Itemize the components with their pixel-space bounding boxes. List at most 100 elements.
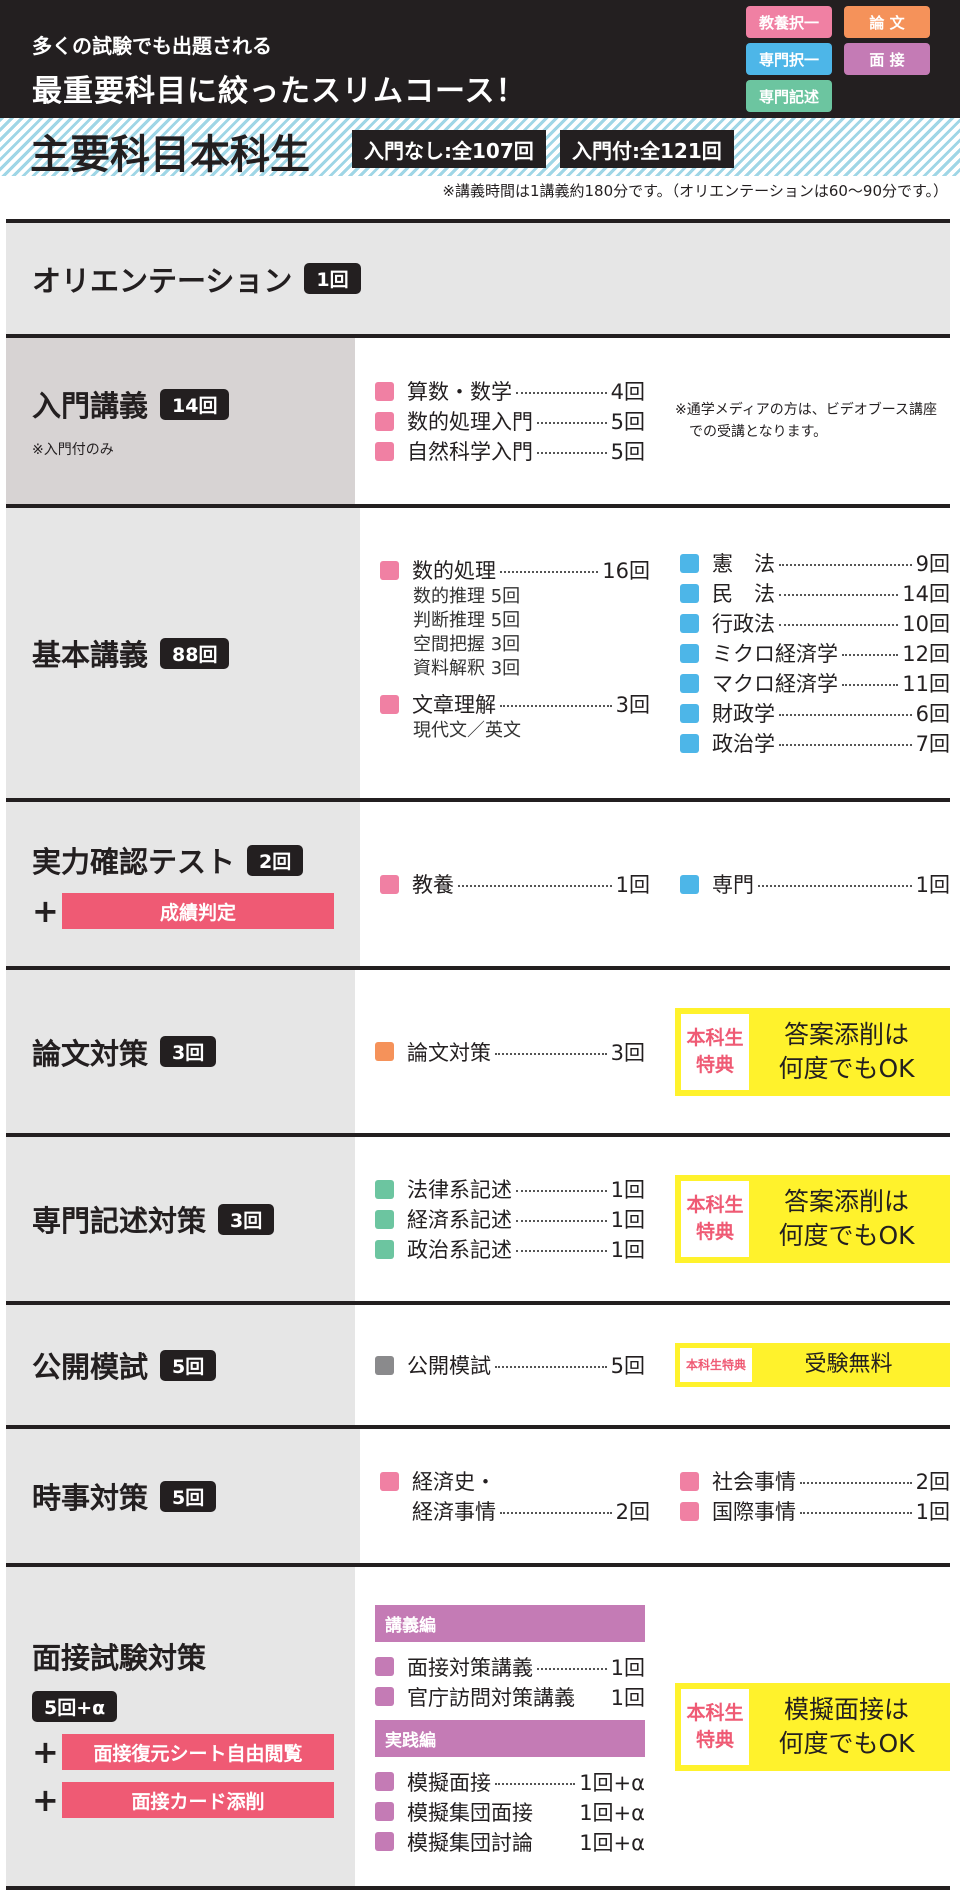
session-count: 3回	[615, 693, 650, 717]
dotted-leader	[500, 571, 599, 573]
session-count: 11回	[902, 672, 950, 696]
dotted-leader	[537, 422, 607, 424]
subject-item: 経済史・	[380, 1466, 650, 1496]
subject-item: 文章理解 3回	[380, 689, 650, 719]
subject-column: 社会事情 2回 国際事情 1回	[680, 1466, 950, 1526]
bonus-tag: 本科生特典	[681, 1688, 749, 1765]
subject-item: 行政法 10回	[680, 608, 950, 638]
subject-item: 官庁訪問対策講義 1回	[375, 1682, 645, 1712]
bonus-tag-text: 特典	[695, 1728, 734, 1751]
bonus-text: 模擬面接は何度でもOK	[749, 1689, 944, 1765]
subject-name: 民 法	[712, 582, 775, 606]
subject-name: 財政学	[712, 702, 775, 726]
section-title: 面接試験対策	[32, 1635, 355, 1677]
section-header: 論文対策 3回	[6, 970, 355, 1133]
subject-name: 国際事情	[712, 1500, 796, 1524]
dotted-leader	[758, 885, 912, 887]
square-bullet-icon	[375, 411, 394, 431]
dotted-leader	[495, 1366, 607, 1368]
group-header: 講義編	[375, 1604, 645, 1642]
extra-benefit: + 面接復元シート自由閲覧	[32, 1734, 355, 1770]
bonus-tag-text: 本科生	[686, 1701, 744, 1724]
section-title: 実力確認テスト 2回	[32, 839, 360, 881]
bonus-tag-text: 本科生	[686, 1026, 744, 1049]
square-bullet-icon	[680, 1471, 699, 1491]
group-header: 実践編	[375, 1719, 645, 1757]
bonus-text-line: 模擬面接は	[783, 1694, 909, 1724]
square-bullet-icon	[375, 1042, 394, 1061]
session-count: 10回	[902, 612, 950, 636]
section-title-text: 基本講義	[32, 638, 149, 672]
session-count: 1回+α	[579, 1770, 645, 1795]
subject-breakdown: 判断推理 5回	[413, 610, 521, 631]
headline: 最重要科目に絞ったスリムコース！	[32, 74, 527, 109]
session-count: 12回	[902, 642, 950, 666]
dotted-leader	[779, 594, 899, 596]
bonus-tag-text: 特典	[695, 1053, 734, 1076]
subject-column: 公開模試 5回	[375, 1350, 645, 1380]
badge-mensetsu: 面 接	[844, 43, 930, 75]
dotted-leader	[800, 1512, 912, 1514]
lecture-time-note: ※講義時間は1講義約180分です。（オリエンテーションは60〜90分です。）	[442, 182, 948, 200]
section-content: 公開模試 5回 本科生特典 受験無料	[355, 1305, 950, 1425]
bonus-text-line: 何度でもOK	[778, 1728, 915, 1758]
subject-item: 法律系記述 1回	[375, 1174, 645, 1204]
section-content: 算数・数学 4回 数的処理入門 5回 自然科学入門 5回 ※通学メディアの方は、ビデオブース…	[355, 338, 950, 504]
subject-item: 国際事情 1回	[680, 1496, 950, 1526]
subject-column: 数的処理 16回 数的推理 5回 判断推理 5回 空間把握 3回 資料解釈 3回 文章理解 3…	[380, 555, 650, 751]
bonus-tag-text: 特典	[695, 1221, 734, 1243]
student-bonus-box: 本科生特典 受験無料	[675, 1343, 950, 1387]
subject-name: 社会事情	[712, 1470, 796, 1494]
section-row: 時事対策 5回 経済史・ 経済事情 2回 社会事情 2回 国際事情 1回	[6, 1425, 950, 1563]
section-title: 時事対策 5回	[32, 1475, 360, 1517]
session-count: 3回	[610, 1040, 645, 1065]
subject-name: 文章理解	[412, 693, 496, 717]
square-bullet-icon	[375, 1657, 394, 1676]
dotted-leader	[779, 744, 912, 746]
session-count: 1回+α	[579, 1800, 645, 1825]
subject-breakdown: 現代文／英文	[413, 720, 521, 741]
subject-item: 数的処理 16回	[380, 555, 650, 585]
section-title-text: オリエンテーション	[32, 263, 293, 298]
section-title-text: 実力確認テスト	[32, 845, 236, 879]
session-count: 1回	[915, 1500, 950, 1524]
square-bullet-icon	[680, 874, 699, 894]
dotted-leader	[800, 1482, 912, 1484]
subject-item: 専門 1回	[680, 869, 950, 899]
dotted-leader	[537, 452, 607, 454]
subject-column: 経済史・ 経済事情 2回	[380, 1466, 650, 1526]
student-bonus-box: 本科生 特典 模擬面接は 何度でもOK	[675, 1682, 950, 1771]
session-count: 1回	[610, 1238, 645, 1262]
subject-name: ミクロ経済学	[712, 642, 838, 666]
subject-item: 算数・数学 4回	[375, 376, 645, 406]
subject-item: 憲 法 9回	[680, 548, 950, 578]
total-with-intro: 入門付:全121回	[560, 130, 734, 168]
square-bullet-icon	[680, 613, 699, 633]
subject-name: 算数・数学	[407, 380, 512, 404]
subject-item: 経済事情 2回	[380, 1496, 650, 1526]
dotted-leader	[842, 684, 899, 686]
dotted-leader	[842, 654, 899, 656]
square-bullet-icon	[680, 643, 699, 663]
subject-item: 政治系記述 1回	[375, 1234, 645, 1264]
section-title: 基本講義 88回	[32, 632, 360, 674]
bonus-text-line: 答案添削は	[783, 1019, 909, 1049]
session-count-badge: 5回+α	[32, 1691, 118, 1722]
session-count-badge: 88回	[160, 637, 230, 669]
subject-column: 法律系記述 1回 経済系記述 1回 政治系記述 1回	[375, 1174, 645, 1264]
session-count: 1回+α	[579, 1830, 645, 1855]
subject-item: 公開模試 5回	[375, 1350, 645, 1380]
session-count: 1回	[615, 873, 650, 897]
badge-ronbun: 論 文	[844, 6, 930, 38]
subject-name: 模擬面接	[407, 1770, 491, 1795]
subject-item: 模擬集団討論 1回+α	[375, 1827, 645, 1857]
badge-senmon: 専門択一	[746, 43, 832, 75]
bonus-tag: 本科生特典	[680, 1348, 752, 1382]
session-count: 14回	[902, 582, 950, 606]
plus-icon: +	[32, 892, 59, 930]
subject-name: 模擬集団討論	[407, 1830, 533, 1855]
session-count: 16回	[602, 559, 650, 583]
bonus-text: 答案添削は 何度でもOK	[749, 1181, 944, 1257]
section-row: 基本講義 88回 数的処理 16回 数的推理 5回 判断推理 5回 空間把握 3回 資料解釈 …	[6, 504, 950, 798]
section-header: 実力確認テスト 2回 + 成績判定	[6, 802, 360, 966]
